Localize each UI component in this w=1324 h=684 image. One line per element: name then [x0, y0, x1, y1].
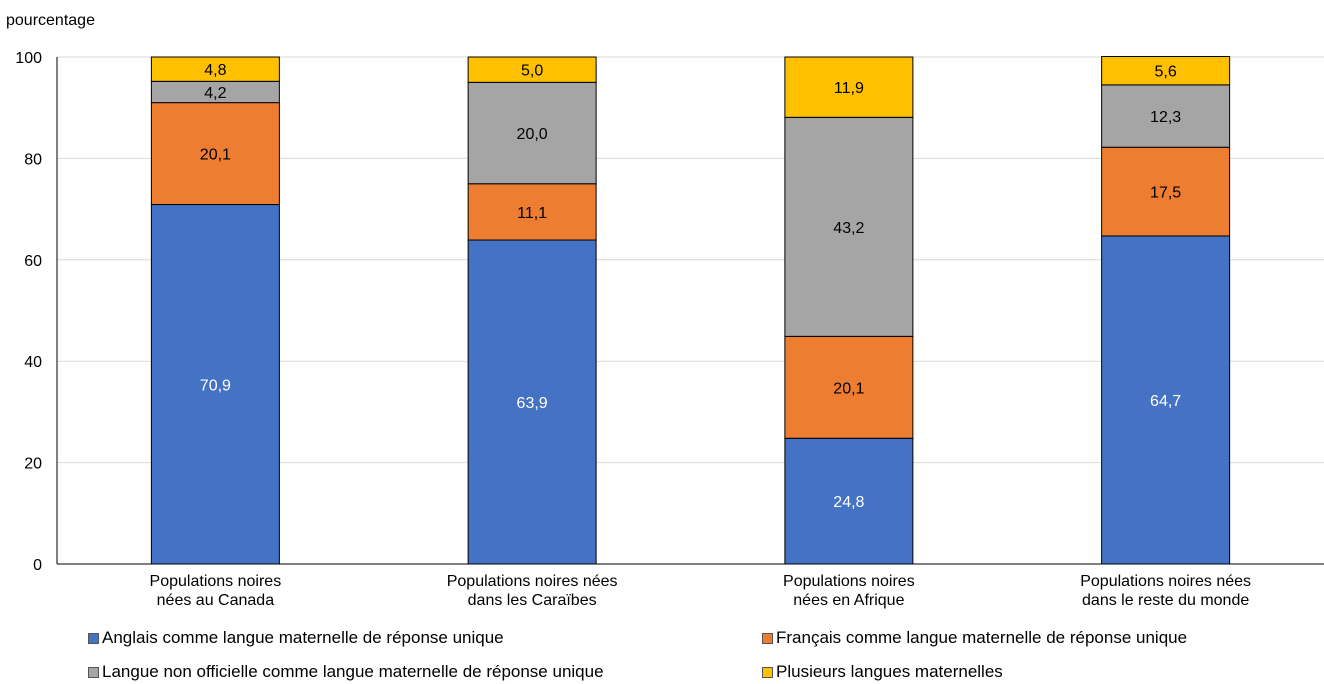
y-axis-title: pourcentage [6, 12, 95, 29]
legend-swatch-non-officielle [88, 666, 99, 678]
legend-swatch-plusieurs [762, 666, 773, 678]
x-tick-label: dans le reste du monde [1082, 592, 1249, 609]
y-tick-label: 40 [24, 354, 42, 371]
bar-segment [1101, 84, 1231, 148]
legend-item-anglais: Anglais comme langue maternelle de répon… [88, 628, 504, 648]
y-tick-label: 0 [33, 557, 42, 574]
data-label: 17,5 [1150, 185, 1181, 202]
data-label: 64,7 [1150, 393, 1181, 410]
bar-segment [467, 56, 597, 83]
data-label: 5,6 [1155, 64, 1177, 81]
y-tick-label: 100 [15, 50, 42, 67]
legend-swatch-francais [762, 632, 773, 644]
y-tick-label: 80 [24, 151, 42, 168]
y-tick-label: 20 [24, 456, 42, 473]
bar-segment [784, 335, 914, 439]
x-tick-label: Populations noires [150, 573, 282, 590]
data-label: 11,9 [834, 80, 864, 97]
data-label: 5,0 [521, 63, 543, 80]
data-label: 70,9 [200, 377, 231, 394]
x-tick-label: Populations noires [783, 573, 915, 590]
bar-segment [150, 56, 280, 82]
legend-item-plusieurs: Plusieurs langues maternelles [762, 662, 1003, 682]
data-label: 4,2 [204, 85, 226, 102]
legend-item-francais: Français comme langue maternelle de répo… [762, 628, 1187, 648]
bar-segment [467, 239, 597, 565]
legend-swatch-anglais [88, 632, 99, 644]
legend-label-plusieurs: Plusieurs langues maternelles [776, 662, 1003, 681]
x-tick-label: nées au Canada [157, 592, 275, 609]
data-label: 20,1 [200, 147, 231, 164]
x-tick-label: Populations noires nées [1080, 573, 1251, 590]
stacked-bar-chart: 0 20 40 60 80 100 70,9 20,1 4,2 4,8 Populations no… [15, 50, 1324, 609]
data-label: 20,0 [517, 126, 548, 143]
bar-segment [467, 81, 597, 185]
legend-item-non-officielle: Langue non officielle comme langue mater… [88, 662, 604, 682]
data-label: 20,1 [833, 380, 864, 397]
bar-segment [784, 56, 914, 118]
legend: Anglais comme langue maternelle de répon… [0, 620, 1324, 684]
x-tick-label: dans les Caraïbes [468, 592, 597, 609]
legend-label-francais: Français comme langue maternelle de répo… [776, 628, 1188, 647]
bar-segment [150, 102, 280, 206]
bar-segment [1101, 55, 1231, 86]
bar-segment [784, 116, 914, 337]
data-label: 12,3 [1150, 109, 1181, 126]
legend-label-non-officielle: Langue non officielle comme langue mater… [102, 662, 604, 681]
legend-label-anglais: Anglais comme langue maternelle de répon… [102, 628, 504, 647]
bar-segment [1101, 146, 1231, 237]
data-label: 63,9 [517, 395, 548, 412]
data-label: 4,8 [204, 62, 226, 79]
bar-segment [1101, 235, 1231, 565]
x-tick-label: nées en Afrique [793, 592, 904, 609]
y-tick-label: 60 [24, 253, 42, 270]
bar-segment [784, 437, 914, 565]
data-label: 11,1 [517, 205, 547, 222]
data-label: 24,8 [833, 494, 864, 511]
bar-segment [467, 183, 597, 241]
x-tick-label: Populations noires nées [447, 573, 618, 590]
data-label: 43,2 [833, 220, 864, 237]
